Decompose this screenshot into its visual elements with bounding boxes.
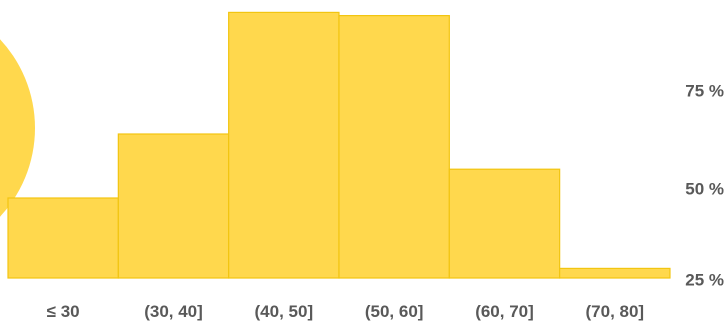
bar-1 xyxy=(117,133,230,279)
bar-4 xyxy=(448,168,561,279)
y-axis: 25 % 50 % 75 % xyxy=(685,81,724,289)
y-tick-label: 75 % xyxy=(685,81,724,100)
bars xyxy=(7,11,671,279)
y-tick-label: 50 % xyxy=(685,179,724,198)
x-tick-label: (50, 60] xyxy=(365,302,424,321)
x-axis: ≤ 30 (30, 40] (40, 50] (50, 60] (60, 70] (70,… xyxy=(47,302,644,321)
bar-5 xyxy=(559,267,671,279)
bar-0 xyxy=(7,197,119,279)
bar-3 xyxy=(338,15,450,279)
y-tick-label: 25 % xyxy=(685,270,724,289)
x-tick-label: (60, 70] xyxy=(475,302,534,321)
x-tick-label: (30, 40] xyxy=(144,302,203,321)
x-tick-label: ≤ 30 xyxy=(47,302,80,321)
bar-2 xyxy=(228,11,340,279)
x-tick-label: (70, 80] xyxy=(586,302,645,321)
x-tick-label: (40, 50] xyxy=(255,302,314,321)
decorative-circle xyxy=(0,39,35,217)
